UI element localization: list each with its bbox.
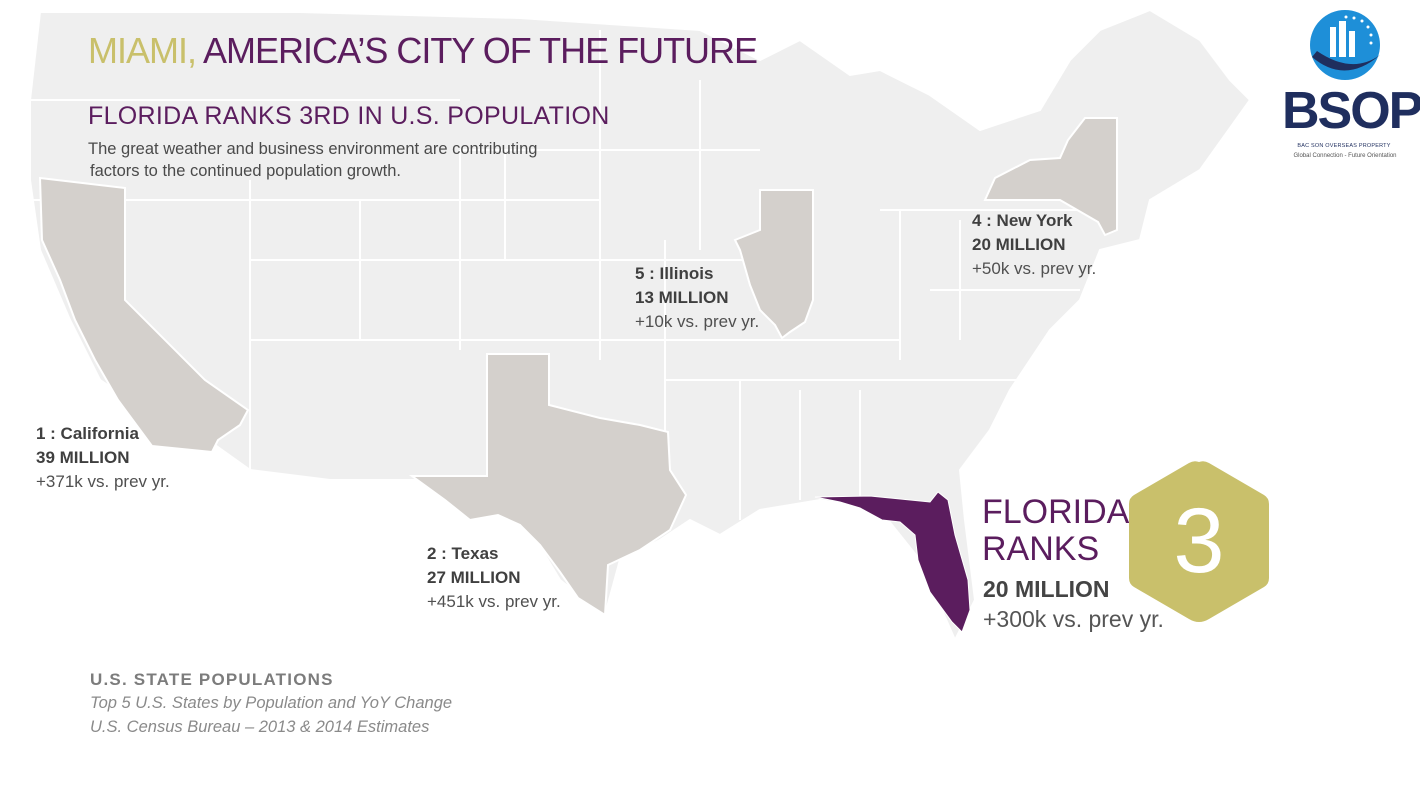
logo-tagline: Global Connection - Future Orientation (1293, 153, 1397, 159)
source-line-1: Top 5 U.S. States by Population and YoY … (90, 694, 453, 712)
globe-buildings-icon (1310, 10, 1380, 80)
page-title: MIAMI, AMERICA’S CITY OF THE FUTURE (88, 30, 758, 72)
florida-change: +300k vs. prev yr. (983, 606, 1164, 632)
state-rank-label: 2 : Texas (427, 544, 499, 563)
new-york-shape (983, 117, 1118, 237)
florida-title-line-2: RANKS (982, 530, 1100, 568)
state-change: +451k vs. prev yr. (427, 592, 561, 611)
florida-shape (814, 491, 971, 633)
illinois-shape (733, 189, 814, 340)
texas-label: 2 : Texas 27 MILLION +451k vs. prev yr. (427, 542, 561, 614)
new-york-label: 4 : New York 20 MILLION +50k vs. prev yr… (972, 209, 1096, 281)
state-rank-label: 1 : California (36, 424, 139, 443)
state-population: 13 MILLION (635, 288, 729, 307)
california-label: 1 : California 39 MILLION +371k vs. prev… (36, 422, 170, 494)
source-title: U.S. STATE POPULATIONS (90, 670, 334, 689)
illinois-label: 5 : Illinois 13 MILLION +10k vs. prev yr… (635, 262, 759, 334)
texas-shape (408, 353, 688, 617)
source-line-2: U.S. Census Bureau – 2013 & 2014 Estimat… (90, 718, 430, 736)
florida-population: 20 MILLION (983, 576, 1110, 602)
california-shape (38, 176, 250, 454)
intro-line-2: factors to the continued population grow… (90, 162, 401, 180)
title-rest: AMERICA’S CITY OF THE FUTURE (196, 30, 758, 71)
state-rank-label: 4 : New York (972, 211, 1073, 230)
page-subtitle: FLORIDA RANKS 3RD IN U.S. POPULATION (88, 102, 610, 130)
state-population: 27 MILLION (427, 568, 521, 587)
state-rank-label: 5 : Illinois (635, 264, 714, 283)
florida-title-line-1: FLORIDA (982, 493, 1130, 531)
state-change: +50k vs. prev yr. (972, 259, 1097, 278)
logo-company: BAC SON OVERSEAS PROPERTY (1297, 143, 1391, 149)
us-mainland (29, 8, 1252, 643)
state-change: +371k vs. prev yr. (36, 472, 170, 491)
state-population: 20 MILLION (972, 235, 1066, 254)
hexagon-icon (1129, 461, 1269, 622)
logo-name: BSOP (1282, 82, 1420, 140)
florida-rank-number: 3 (1173, 490, 1225, 592)
state-change: +10k vs. prev yr. (635, 312, 760, 331)
intro-line-1: The great weather and business environme… (88, 140, 538, 158)
florida-rank-title: FLORIDA RANKS (982, 494, 1129, 568)
intro-text: The great weather and business environme… (88, 138, 588, 182)
state-population: 39 MILLION (36, 448, 130, 467)
title-accent: MIAMI, (88, 30, 197, 71)
